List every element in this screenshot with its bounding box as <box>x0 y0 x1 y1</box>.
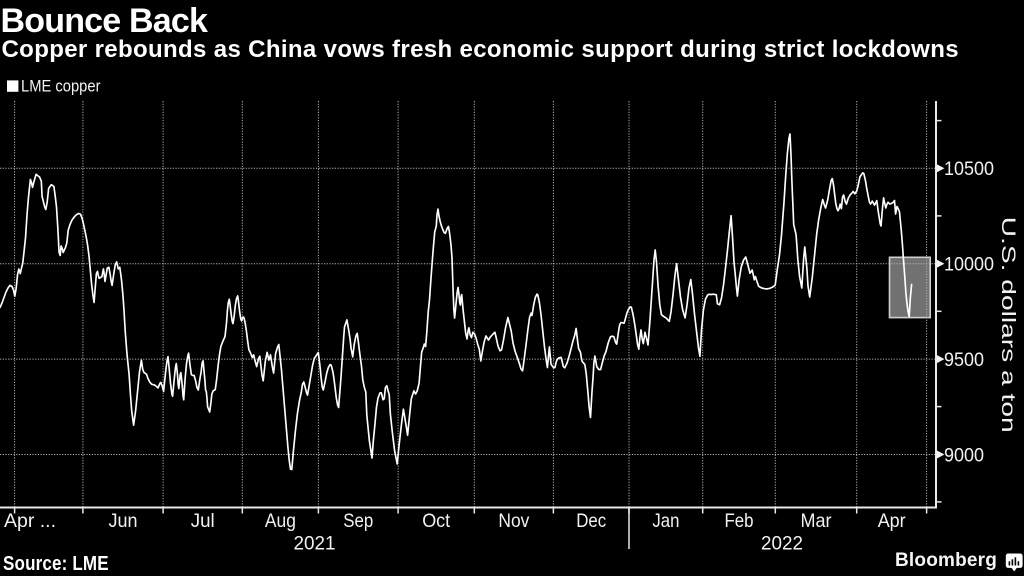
svg-text:Oct: Oct <box>422 510 451 532</box>
svg-text:2022: 2022 <box>761 533 803 555</box>
svg-text:9000: 9000 <box>944 444 984 466</box>
svg-text:Nov: Nov <box>498 510 529 532</box>
svg-text:Apr: Apr <box>878 510 906 532</box>
svg-text:Sep: Sep <box>343 510 373 532</box>
svg-text:2021: 2021 <box>294 533 336 555</box>
svg-text:10000: 10000 <box>944 254 994 276</box>
svg-text:Jun: Jun <box>109 510 138 532</box>
svg-text:Dec: Dec <box>576 510 606 532</box>
svg-text:9500: 9500 <box>944 349 984 371</box>
svg-text:U.S. dollars a ton: U.S. dollars a ton <box>997 217 1018 433</box>
svg-text:Jul: Jul <box>191 510 215 532</box>
svg-text:Apr ...: Apr ... <box>4 510 56 532</box>
svg-text:Mar: Mar <box>801 510 832 532</box>
svg-text:Feb: Feb <box>725 510 754 532</box>
svg-text:10500: 10500 <box>944 158 994 180</box>
svg-text:Jan: Jan <box>652 510 679 532</box>
svg-text:LME copper: LME copper <box>21 77 101 95</box>
svg-text:Aug: Aug <box>265 510 296 532</box>
